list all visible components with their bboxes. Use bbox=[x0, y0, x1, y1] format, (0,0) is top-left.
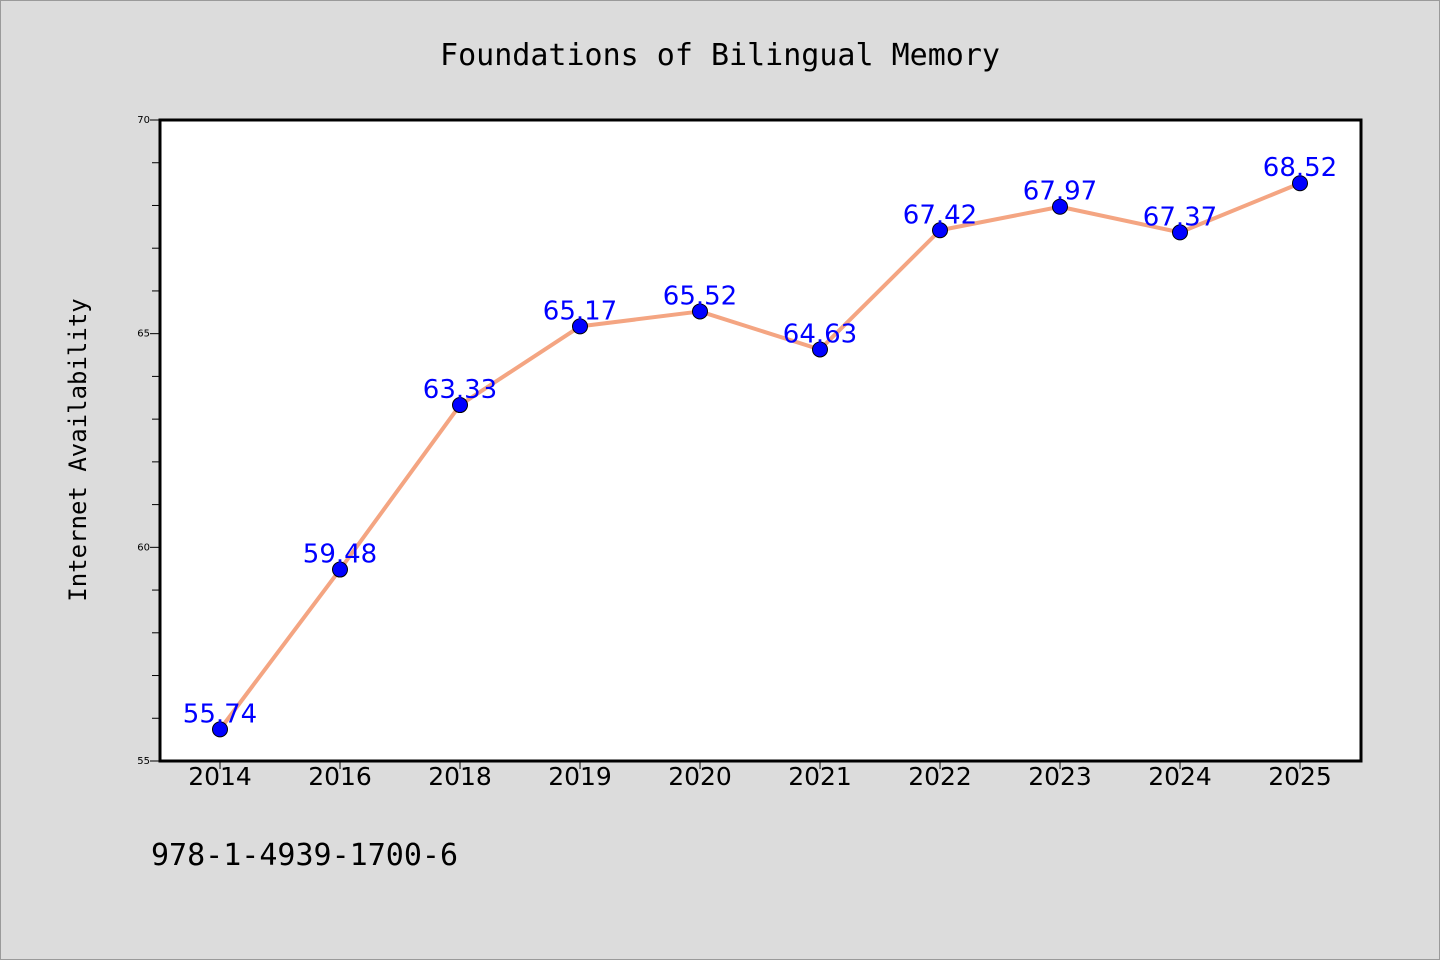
y-tick-label: 70 bbox=[137, 115, 150, 126]
data-label: 59.48 bbox=[303, 540, 377, 570]
data-point bbox=[812, 341, 828, 358]
data-point bbox=[932, 222, 948, 239]
series-layer: 55.74 59.48 63.33 65.17 65.52 64.63 67.42 67.97… bbox=[183, 153, 1337, 738]
data-label: 55.74 bbox=[183, 699, 257, 729]
data-point bbox=[212, 721, 228, 738]
series-line bbox=[218, 181, 1302, 732]
isbn-text: 978-1-4939-1700-6 bbox=[151, 838, 458, 873]
x-tick-label: 2025 bbox=[1268, 762, 1332, 791]
y-tick-label: 60 bbox=[137, 542, 150, 553]
data-label: 68.52 bbox=[1263, 153, 1337, 183]
data-point bbox=[692, 303, 708, 320]
data-point bbox=[1292, 175, 1308, 192]
x-tick-label: 2016 bbox=[308, 762, 372, 791]
x-tick-label: 2021 bbox=[788, 762, 852, 791]
data-label: 67.97 bbox=[1023, 177, 1097, 207]
x-tick-label: 2014 bbox=[188, 762, 252, 791]
data-label: 67.37 bbox=[1143, 202, 1217, 232]
y-tick-label: 55 bbox=[137, 756, 150, 767]
data-label: 67.42 bbox=[903, 200, 977, 230]
x-tick-label: 2020 bbox=[668, 762, 732, 791]
x-tick-label: 2024 bbox=[1148, 762, 1212, 791]
chart-title: Foundations of Bilingual Memory bbox=[440, 38, 1000, 73]
data-label: 64.63 bbox=[783, 319, 857, 349]
data-label: 63.33 bbox=[423, 375, 497, 405]
data-label: 65.17 bbox=[543, 296, 617, 326]
data-point bbox=[572, 318, 588, 335]
data-label: 65.52 bbox=[663, 281, 737, 311]
data-point bbox=[452, 397, 468, 414]
x-tick-label: 2019 bbox=[548, 762, 612, 791]
data-point bbox=[1172, 224, 1188, 241]
data-point bbox=[1052, 198, 1068, 215]
x-tick-label: 2018 bbox=[428, 762, 492, 791]
x-tick-label: 2022 bbox=[908, 762, 972, 791]
data-point bbox=[332, 561, 348, 578]
x-tick-label: 2023 bbox=[1028, 762, 1092, 791]
y-axis: 55 60 65 70 bbox=[137, 115, 160, 767]
x-axis: 2014 2016 2018 2019 2020 2021 2022 2023 2024 2025 bbox=[188, 761, 1332, 791]
y-axis-label: Internet Availability bbox=[64, 298, 92, 601]
y-tick-label: 65 bbox=[137, 329, 150, 340]
